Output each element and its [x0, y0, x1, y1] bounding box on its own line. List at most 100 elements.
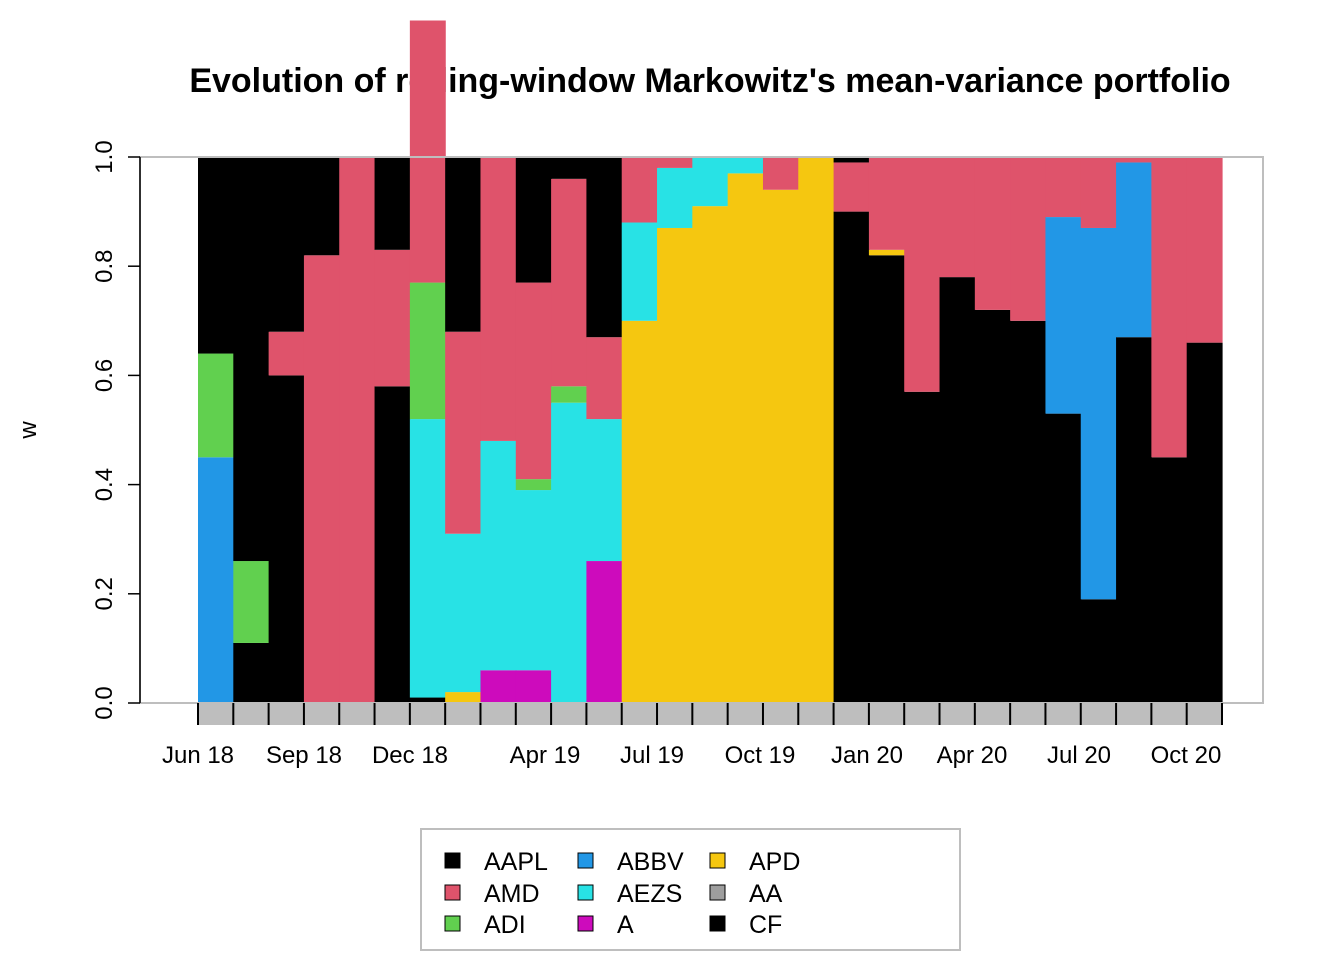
bar-segment-amd-4	[339, 157, 376, 703]
bar-segment-amd-12	[621, 157, 658, 223]
x-tick-label: Apr 19	[510, 742, 581, 769]
legend-key-aapl	[444, 852, 461, 869]
bar-segment-cf-6	[409, 697, 446, 703]
legend-key-a	[577, 915, 594, 932]
x-tick-label: Apr 20	[937, 742, 1008, 769]
x-tick-label: Oct 19	[725, 742, 796, 769]
bar-segment-apd-19	[868, 249, 905, 256]
bar-segment-cf-27	[1151, 457, 1188, 703]
bar-segment-apd-7	[445, 692, 482, 703]
legend-key-abbv	[577, 852, 594, 869]
bar-segment-aapl-9	[515, 157, 552, 283]
legend-key-aa	[709, 884, 726, 901]
bar-segment-cf-20	[904, 391, 941, 703]
bar-segment-aezs-8	[480, 440, 517, 671]
bar-segment-aapl-0	[198, 157, 234, 354]
y-tick-label: 0.2	[91, 577, 118, 610]
bar-segment-amd-3	[303, 255, 340, 703]
bar-segment-adi-6	[409, 282, 446, 420]
bar-segment-amd-18	[833, 162, 870, 212]
bar-segment-abbv-25	[1080, 227, 1117, 600]
bar-segment-abbv-26	[1116, 162, 1152, 338]
bar-segment-aezs-6	[409, 419, 446, 698]
bar-segment-aezs-14	[692, 157, 729, 207]
bar-segment-apd-16	[762, 189, 799, 703]
bar-segment-aapl-11	[586, 157, 623, 338]
bar-segment-aezs-12	[621, 222, 658, 321]
bar-segment-cf-2	[268, 375, 305, 703]
chart-title: Evolution of rolling-window Markowitz's …	[189, 62, 1230, 100]
y-tick-label: 0.4	[91, 468, 118, 501]
legend-label-apd: APD	[749, 848, 800, 876]
legend-box	[420, 828, 961, 951]
x-tick-label: Jun 18	[162, 742, 234, 769]
legend: AAPL AMD ADI ABBV AEZS A APD AA CF	[420, 828, 961, 951]
bar-segment-aapl-7	[445, 157, 482, 332]
bar-segment-apd-13	[657, 227, 693, 704]
bar-segment-amd-24	[1045, 157, 1082, 218]
x-axis: Jun 18 Sep 18 Dec 18 Apr 19 Jul 19 Oct 19 Jan …	[162, 703, 1223, 769]
x-tick-label: Sep 18	[266, 742, 342, 769]
bar-segment-adi-1	[233, 561, 270, 643]
bar-segment-amd-27	[1151, 157, 1188, 458]
bar-segment-adi-0	[198, 353, 234, 458]
bar-segment-amd-13	[657, 157, 693, 168]
bar-segment-aezs-11	[586, 419, 623, 562]
bar-segment-amd-2	[268, 331, 305, 376]
y-axis: 0.0 0.2 0.4 0.6 0.8 1.0	[91, 140, 141, 720]
y-tick-label: 0.8	[91, 250, 118, 283]
bar-segment-aezs-13	[657, 167, 693, 228]
bar-segment-apd-12	[621, 320, 658, 703]
bar-segment-amd-22	[974, 157, 1011, 310]
bar-segment-cf-24	[1045, 413, 1082, 703]
bar-segment-adi-10	[551, 386, 588, 403]
legend-label-aapl: AAPL	[484, 848, 548, 876]
bar-segment-aapl-3	[303, 157, 340, 256]
legend-label-amd: AMD	[484, 880, 540, 908]
stacked-bars	[198, 20, 1223, 704]
bar-segment-aapl-18	[833, 157, 870, 163]
legend-key-aezs	[577, 884, 594, 901]
y-tick-label: 1.0	[91, 140, 118, 173]
legend-label-a: A	[617, 911, 634, 939]
bar-segment-apd-14	[692, 206, 729, 703]
bar-segment-apd-17	[798, 157, 835, 703]
bar-segment-cf-26	[1116, 337, 1152, 703]
bar-segment-cf-21	[939, 277, 976, 703]
bar-segment-amd-19	[868, 157, 905, 250]
legend-label-aa: AA	[749, 880, 783, 908]
bar-segment-aezs-15	[727, 157, 764, 174]
legend-key-amd	[444, 884, 461, 901]
x-tick-label: Jul 19	[620, 742, 684, 769]
bar-segment-apd-15	[727, 173, 764, 703]
bar-segment-amd-20	[904, 157, 941, 392]
bar-segment-amd-11	[586, 337, 623, 420]
x-tick-label: Oct 20	[1151, 742, 1222, 769]
bar-segment-amd-21	[939, 157, 976, 278]
x-tick-label: Dec 18	[372, 742, 448, 769]
x-tick-label: Jul 20	[1047, 742, 1111, 769]
bar-segment-aapl-2	[268, 157, 305, 332]
bar-segment-cf-18	[833, 211, 870, 703]
legend-key-apd	[709, 852, 726, 869]
bar-segment-abbv-24	[1045, 217, 1082, 414]
bar-segment-amd-23	[1010, 157, 1047, 321]
bar-segment-aapl-5	[374, 157, 411, 250]
x-tick-label: Jan 20	[831, 742, 903, 769]
bar-segment-amd-5	[374, 249, 411, 387]
y-axis-label: w	[15, 421, 42, 440]
bar-segment-aezs-9	[515, 490, 552, 671]
bar-segment-amd-8	[480, 157, 517, 441]
bar-segment-cf-28	[1186, 342, 1223, 703]
bar-segment-amd-26	[1116, 157, 1152, 163]
y-tick-label: 0.0	[91, 686, 118, 719]
bar-segment-abbv-0	[198, 457, 234, 703]
bar-segment-amd-28	[1186, 157, 1223, 343]
x-axis-strip	[198, 703, 1222, 725]
bar-segment-cf-23	[1010, 320, 1047, 703]
legend-key-adi	[444, 915, 461, 932]
bar-segment-cf-25	[1080, 599, 1117, 703]
legend-key-cf	[709, 915, 726, 932]
bar-segment-cf-5	[374, 386, 411, 703]
